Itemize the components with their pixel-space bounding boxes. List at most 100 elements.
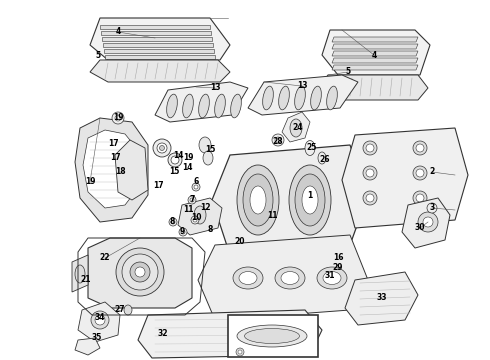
- Polygon shape: [318, 75, 428, 100]
- Ellipse shape: [238, 350, 242, 354]
- Ellipse shape: [418, 212, 438, 232]
- Ellipse shape: [413, 191, 427, 205]
- Text: 4: 4: [371, 50, 377, 59]
- Ellipse shape: [75, 265, 85, 283]
- Polygon shape: [115, 140, 148, 200]
- Ellipse shape: [318, 152, 326, 164]
- Ellipse shape: [199, 137, 211, 153]
- Polygon shape: [104, 49, 214, 53]
- Text: 30: 30: [415, 224, 425, 233]
- Ellipse shape: [124, 305, 132, 315]
- Ellipse shape: [194, 206, 206, 224]
- Polygon shape: [342, 128, 468, 228]
- Text: 3: 3: [429, 203, 435, 212]
- Text: 18: 18: [115, 167, 125, 176]
- Text: 5: 5: [345, 68, 350, 77]
- Ellipse shape: [112, 112, 124, 124]
- Ellipse shape: [416, 169, 424, 177]
- Ellipse shape: [279, 86, 290, 110]
- Ellipse shape: [198, 94, 209, 118]
- Ellipse shape: [91, 311, 109, 329]
- Text: 1: 1: [307, 190, 313, 199]
- Ellipse shape: [317, 267, 347, 289]
- Ellipse shape: [203, 151, 213, 165]
- Text: 13: 13: [210, 84, 220, 93]
- Text: 14: 14: [173, 150, 183, 159]
- Ellipse shape: [272, 134, 284, 146]
- Ellipse shape: [294, 86, 305, 110]
- Ellipse shape: [416, 194, 424, 202]
- Text: 28: 28: [273, 138, 283, 147]
- Text: 22: 22: [100, 253, 110, 262]
- Ellipse shape: [290, 119, 302, 137]
- Ellipse shape: [302, 186, 318, 214]
- Polygon shape: [332, 65, 418, 70]
- Polygon shape: [100, 25, 210, 29]
- Text: 15: 15: [205, 145, 215, 154]
- Text: 27: 27: [115, 306, 125, 315]
- Polygon shape: [72, 255, 88, 292]
- Text: 20: 20: [235, 238, 245, 247]
- Ellipse shape: [289, 165, 331, 235]
- Text: 10: 10: [191, 213, 201, 222]
- Ellipse shape: [423, 217, 433, 227]
- Text: 14: 14: [182, 162, 192, 171]
- Polygon shape: [75, 338, 100, 355]
- Ellipse shape: [281, 271, 299, 284]
- Polygon shape: [105, 55, 215, 59]
- Ellipse shape: [194, 185, 198, 189]
- Ellipse shape: [293, 239, 331, 277]
- FancyBboxPatch shape: [228, 315, 318, 357]
- Text: 4: 4: [115, 27, 121, 36]
- Ellipse shape: [263, 86, 273, 110]
- Polygon shape: [178, 198, 222, 235]
- Ellipse shape: [299, 245, 325, 271]
- Ellipse shape: [416, 144, 424, 152]
- Ellipse shape: [427, 203, 437, 213]
- Ellipse shape: [363, 191, 377, 205]
- Text: 17: 17: [153, 180, 163, 189]
- Ellipse shape: [130, 262, 150, 282]
- Ellipse shape: [305, 251, 319, 265]
- Polygon shape: [212, 145, 368, 255]
- Ellipse shape: [363, 166, 377, 180]
- Text: 6: 6: [194, 177, 198, 186]
- Polygon shape: [103, 43, 213, 47]
- Text: 32: 32: [158, 329, 168, 338]
- Polygon shape: [332, 58, 418, 63]
- Text: 8: 8: [207, 225, 213, 234]
- Ellipse shape: [95, 315, 105, 325]
- Ellipse shape: [233, 267, 263, 289]
- Text: 9: 9: [179, 228, 185, 237]
- Ellipse shape: [237, 325, 307, 347]
- Text: 11: 11: [267, 211, 277, 220]
- Text: 19: 19: [85, 177, 95, 186]
- Ellipse shape: [413, 166, 427, 180]
- Polygon shape: [248, 75, 358, 115]
- Text: 8: 8: [170, 217, 175, 226]
- Ellipse shape: [188, 196, 196, 204]
- Polygon shape: [345, 272, 418, 325]
- Text: 34: 34: [95, 314, 105, 323]
- Ellipse shape: [250, 186, 266, 214]
- Polygon shape: [138, 310, 322, 358]
- Ellipse shape: [275, 137, 281, 143]
- Ellipse shape: [231, 94, 242, 118]
- Text: 7: 7: [189, 195, 195, 204]
- Text: 26: 26: [320, 156, 330, 165]
- Text: 17: 17: [108, 139, 118, 148]
- Text: 5: 5: [96, 50, 100, 59]
- Ellipse shape: [160, 145, 165, 150]
- Text: 35: 35: [92, 333, 102, 342]
- Text: 21: 21: [81, 275, 91, 284]
- Ellipse shape: [191, 216, 199, 224]
- Ellipse shape: [366, 194, 374, 202]
- Ellipse shape: [239, 271, 257, 284]
- Ellipse shape: [366, 144, 374, 152]
- Ellipse shape: [295, 174, 325, 226]
- Ellipse shape: [237, 165, 279, 235]
- Polygon shape: [90, 18, 230, 60]
- Ellipse shape: [167, 94, 177, 118]
- Polygon shape: [282, 112, 310, 142]
- Polygon shape: [332, 44, 418, 49]
